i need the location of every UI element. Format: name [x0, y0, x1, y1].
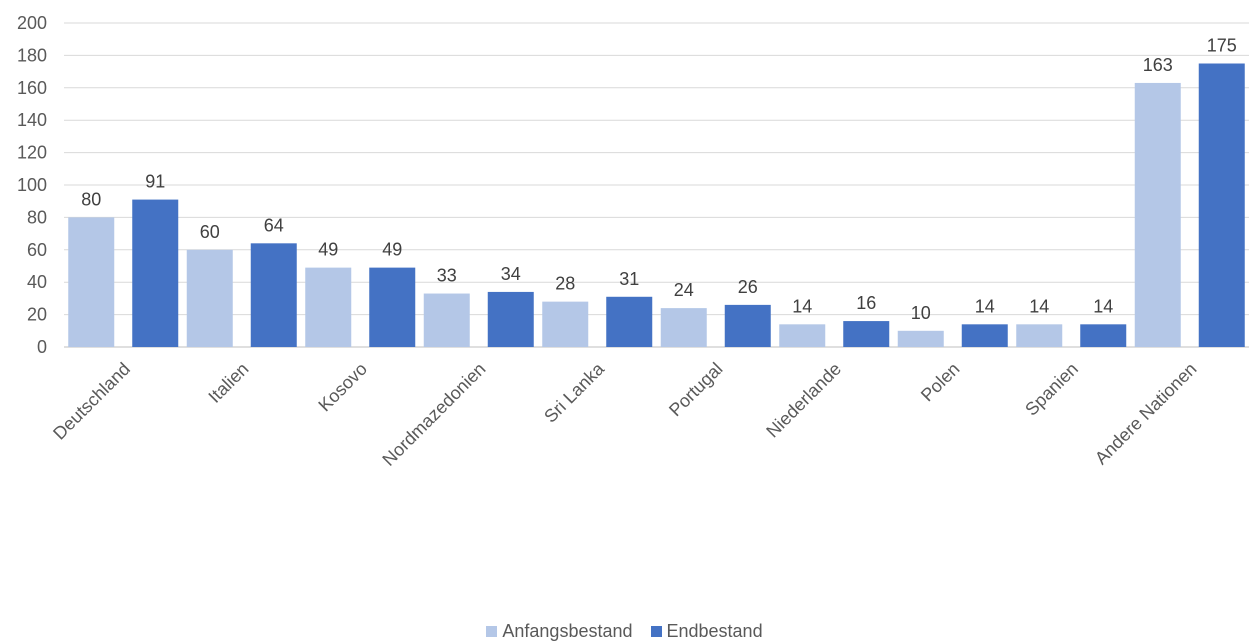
x-tick-label: Kosovo	[314, 359, 371, 416]
bar-anfangsbestand-spanien	[1016, 324, 1063, 347]
bar-anfangsbestand-italien	[186, 249, 233, 347]
y-tick-label: 20	[27, 305, 47, 325]
legend-label-anfangsbestand: Anfangsbestand	[502, 621, 633, 641]
data-label: 60	[200, 222, 220, 242]
y-tick-label: 160	[17, 78, 47, 98]
bar-anfangsbestand-nordmazedonien	[423, 293, 470, 347]
legend: Anfangsbestand Endbestand	[0, 621, 1249, 642]
legend-item-endbestand: Endbestand	[650, 621, 763, 642]
y-axis: 0 20 40 60 80 100 120 140 160 180 200	[17, 13, 47, 357]
data-label: 49	[382, 240, 402, 260]
y-tick-label: 40	[27, 272, 47, 292]
x-tick-label: Andere Nationen	[1091, 359, 1201, 469]
data-label: 14	[792, 296, 812, 316]
bar-anfangsbestand-niederlande	[779, 324, 826, 347]
bars	[68, 63, 1245, 347]
y-tick-label: 60	[27, 240, 47, 260]
x-tick-label: Spanien	[1021, 359, 1082, 420]
x-tick-label: Niederlande	[762, 359, 845, 442]
x-tick-label: Portugal	[665, 359, 727, 421]
bar-endbestand-nordmazedonien	[487, 291, 534, 347]
y-tick-label: 200	[17, 13, 47, 33]
bar-endbestand-portugal	[724, 304, 771, 347]
data-label: 33	[437, 266, 457, 286]
y-tick-label: 120	[17, 143, 47, 163]
bar-endbestand-andere-nationen	[1198, 63, 1245, 347]
bar-anfangsbestand-polen	[897, 330, 944, 347]
bar-anfangsbestand-andere-nationen	[1134, 82, 1181, 347]
x-tick-label: Deutschland	[49, 359, 134, 444]
data-label: 14	[975, 296, 995, 316]
data-label: 14	[1029, 296, 1049, 316]
bar-endbestand-polen	[961, 324, 1008, 347]
bar-endbestand-italien	[250, 243, 297, 347]
data-label: 64	[264, 215, 284, 235]
bar-anfangsbestand-kosovo	[305, 267, 352, 347]
data-labels: 80 91 60 64 49 49 33 34 28 31 24 26 14 16 10 14 14 14 163 1…	[81, 36, 1237, 323]
legend-swatch-endbestand	[650, 626, 662, 637]
data-label: 34	[501, 264, 521, 284]
bar-endbestand-deutschland	[132, 199, 179, 347]
y-tick-label: 0	[37, 337, 47, 357]
y-tick-label: 100	[17, 175, 47, 195]
x-tick-label: Nordmazedonien	[378, 359, 489, 470]
data-label: 10	[911, 303, 931, 323]
data-label: 163	[1143, 55, 1173, 75]
bar-chart: 0 20 40 60 80 100 120 140 160 180 200 80 91 60 64 49 49…	[17, 13, 1249, 470]
bar-anfangsbestand-sri-lanka	[542, 301, 589, 347]
legend-item-anfangsbestand: Anfangsbestand	[486, 621, 633, 642]
data-label: 80	[81, 189, 101, 209]
bar-endbestand-spanien	[1080, 324, 1127, 347]
data-label: 26	[738, 277, 758, 297]
data-label: 49	[318, 240, 338, 260]
x-tick-label: Italien	[204, 359, 252, 407]
bar-endbestand-sri-lanka	[606, 296, 653, 347]
data-label: 14	[1093, 296, 1113, 316]
data-label: 91	[145, 172, 165, 192]
legend-label-endbestand: Endbestand	[666, 621, 763, 641]
data-label: 175	[1207, 36, 1237, 56]
data-label: 28	[555, 274, 575, 294]
y-tick-label: 80	[27, 207, 47, 227]
data-label: 24	[674, 280, 694, 300]
data-label: 31	[619, 269, 639, 289]
gridlines	[64, 22, 1249, 348]
bar-endbestand-niederlande	[843, 321, 890, 347]
y-tick-label: 140	[17, 110, 47, 130]
bar-anfangsbestand-deutschland	[68, 217, 115, 347]
data-label: 16	[856, 293, 876, 313]
x-tick-label: Polen	[917, 359, 964, 406]
bar-endbestand-kosovo	[369, 267, 416, 347]
bar-anfangsbestand-portugal	[660, 308, 707, 347]
x-tick-label: Sri Lanka	[540, 358, 609, 427]
x-axis: Deutschland Italien Kosovo Nordmazedonien Sr…	[49, 358, 1200, 470]
legend-swatch-anfangsbestand	[486, 626, 498, 637]
y-tick-label: 180	[17, 45, 47, 65]
